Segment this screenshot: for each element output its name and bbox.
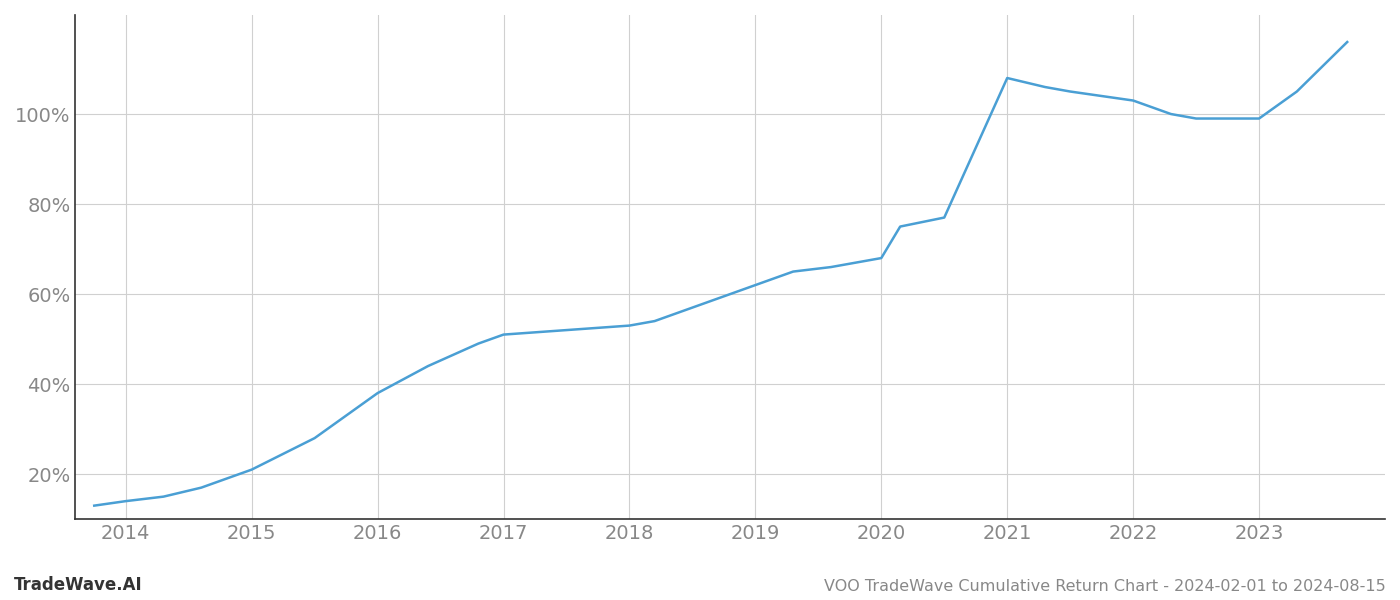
Text: TradeWave.AI: TradeWave.AI: [14, 576, 143, 594]
Text: VOO TradeWave Cumulative Return Chart - 2024-02-01 to 2024-08-15: VOO TradeWave Cumulative Return Chart - …: [825, 579, 1386, 594]
